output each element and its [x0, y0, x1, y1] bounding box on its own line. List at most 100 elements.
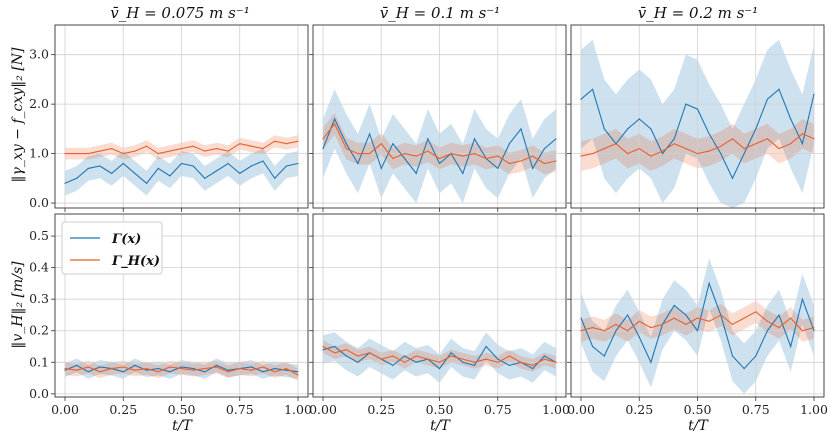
point-r0c2-s0-15 — [755, 128, 757, 130]
point-r1c1-s1-8 — [415, 355, 417, 357]
point-r1c1-s1-12 — [462, 358, 464, 360]
point-r1c0-s0-1 — [76, 364, 78, 366]
point-r1c1-s0-11 — [450, 352, 452, 354]
point-r0c0-s0-4 — [111, 172, 113, 174]
point-r1c2-s1-11 — [708, 320, 710, 322]
point-r0c0-s0-18 — [274, 177, 276, 179]
point-r0c2-s1-5 — [638, 148, 640, 150]
point-r1c1-s0-0 — [322, 349, 324, 351]
panel-frame-r1c1 — [312, 213, 567, 398]
point-r0c1-s1-10 — [438, 157, 441, 160]
point-r1c1-s0-15 — [497, 358, 499, 360]
point-r1c0-s1-4 — [111, 368, 113, 370]
point-r1c0-s1-12 — [204, 368, 206, 370]
xlabel-col-0: t/T — [172, 418, 193, 434]
point-r0c1-s0-2 — [345, 143, 347, 145]
point-r1c1-s1-0 — [322, 345, 324, 348]
point-r0c1-s0-5 — [380, 167, 382, 169]
point-r1c1-s1-17 — [520, 361, 522, 363]
point-r0c2-s0-13 — [731, 177, 734, 179]
point-r1c2-s1-1 — [592, 327, 594, 329]
point-r1c1-s1-13 — [473, 361, 476, 363]
point-r0c1-s1-2 — [345, 148, 347, 150]
point-r1c2-s1-16 — [766, 320, 769, 322]
xtick-label-c0-0: 0.00 — [51, 402, 79, 417]
point-r0c0-s1-0 — [64, 153, 66, 155]
point-r0c1-s1-12 — [462, 155, 464, 157]
point-r0c0-s1-2 — [87, 153, 89, 155]
point-r1c2-s1-10 — [696, 317, 699, 319]
xtick-label-c0-4: 1.00 — [284, 402, 312, 417]
point-r0c0-s1-19 — [285, 143, 287, 145]
col-title-1: v̄_H = 0.1 m s⁻¹ — [380, 4, 500, 22]
point-r0c1-s0-8 — [415, 172, 417, 174]
point-r1c0-s0-13 — [215, 364, 218, 366]
point-r0c0-s1-8 — [157, 153, 159, 155]
point-r1c0-s1-9 — [169, 366, 171, 368]
legend-label-gamma-h: Γ_H(x) — [111, 254, 160, 269]
point-r1c0-s1-1 — [76, 369, 78, 371]
point-r0c1-s0-18 — [532, 167, 534, 169]
legend-label-gamma: Γ(x) — [111, 232, 141, 247]
point-r0c2-s1-4 — [627, 153, 629, 155]
point-r1c2-s1-0 — [580, 330, 582, 332]
point-r1c0-s0-2 — [87, 371, 89, 373]
point-r0c2-s1-12 — [720, 145, 722, 147]
point-r0c0-s0-6 — [134, 172, 136, 174]
point-r1c0-s1-17 — [262, 366, 264, 368]
point-r1c0-s1-13 — [215, 366, 218, 368]
xtick-label-c2-4: 1.00 — [800, 402, 828, 417]
point-r1c0-s1-14 — [227, 371, 229, 373]
point-r1c1-s0-12 — [462, 361, 464, 363]
point-r0c1-s0-19 — [543, 148, 546, 150]
point-r0c0-s1-6 — [134, 150, 136, 152]
point-r1c0-s1-2 — [87, 366, 89, 368]
point-r0c2-s0-6 — [650, 128, 652, 130]
point-r1c0-s1-6 — [134, 369, 136, 371]
point-r1c2-s0-17 — [778, 314, 780, 316]
point-r1c1-s1-11 — [450, 355, 452, 357]
point-r0c1-s1-7 — [404, 153, 406, 155]
point-r0c2-s0-19 — [801, 143, 804, 145]
point-r1c0-s0-18 — [274, 368, 276, 370]
point-r0c1-s0-0 — [322, 148, 324, 150]
point-r1c1-s1-5 — [380, 358, 382, 360]
point-r0c2-s1-13 — [731, 138, 734, 140]
point-r1c1-s0-19 — [543, 355, 546, 357]
point-r1c0-s1-10 — [180, 368, 183, 370]
xtick-label-c1-0: 0.00 — [309, 402, 337, 417]
point-r0c0-s1-11 — [192, 145, 194, 147]
point-r1c0-s0-0 — [64, 369, 66, 371]
point-r1c0-s1-7 — [146, 368, 148, 370]
point-r0c1-s1-4 — [369, 153, 371, 155]
point-r0c0-s1-18 — [274, 140, 276, 142]
point-r0c0-s1-10 — [180, 148, 183, 150]
point-r1c2-s0-3 — [615, 330, 617, 332]
point-r1c0-s0-6 — [134, 364, 136, 366]
point-r1c2-s1-13 — [731, 323, 734, 325]
point-r1c0-s0-5 — [122, 371, 124, 373]
ytick-label-r1-5: 0.5 — [29, 228, 49, 243]
point-r0c0-s0-1 — [76, 177, 78, 179]
xtick-label-c2-3: 0.75 — [742, 402, 770, 417]
point-r0c2-s0-4 — [627, 128, 629, 130]
col-title-2: v̄_H = 0.2 m s⁻¹ — [638, 4, 758, 22]
point-r1c0-s0-16 — [250, 366, 252, 368]
point-r1c2-s0-2 — [603, 355, 605, 357]
point-r1c2-s1-8 — [673, 317, 675, 319]
point-r0c1-s1-16 — [508, 162, 510, 165]
tick-labels: 0.0 1.0 2.0 3.0 0.00 0.25 0.50 0.75 1.00 0.0 0.1 0.… — [29, 47, 828, 417]
point-r0c1-s1-17 — [520, 160, 522, 162]
point-r0c2-s1-15 — [755, 143, 757, 145]
point-r0c0-s0-2 — [87, 167, 89, 169]
point-r0c2-s1-10 — [696, 153, 699, 155]
point-r0c2-s1-1 — [592, 153, 594, 155]
ytick-label-r1-0: 0.0 — [29, 386, 49, 401]
point-r0c1-s0-1 — [334, 118, 336, 120]
point-r1c2-s0-0 — [580, 317, 582, 319]
point-r0c2-s1-7 — [661, 150, 664, 152]
point-r1c2-s0-4 — [627, 314, 629, 316]
legend: Γ(x) Γ_H(x) — [61, 221, 163, 275]
point-r1c1-s0-18 — [532, 368, 534, 370]
point-r0c2-s1-17 — [778, 148, 780, 150]
